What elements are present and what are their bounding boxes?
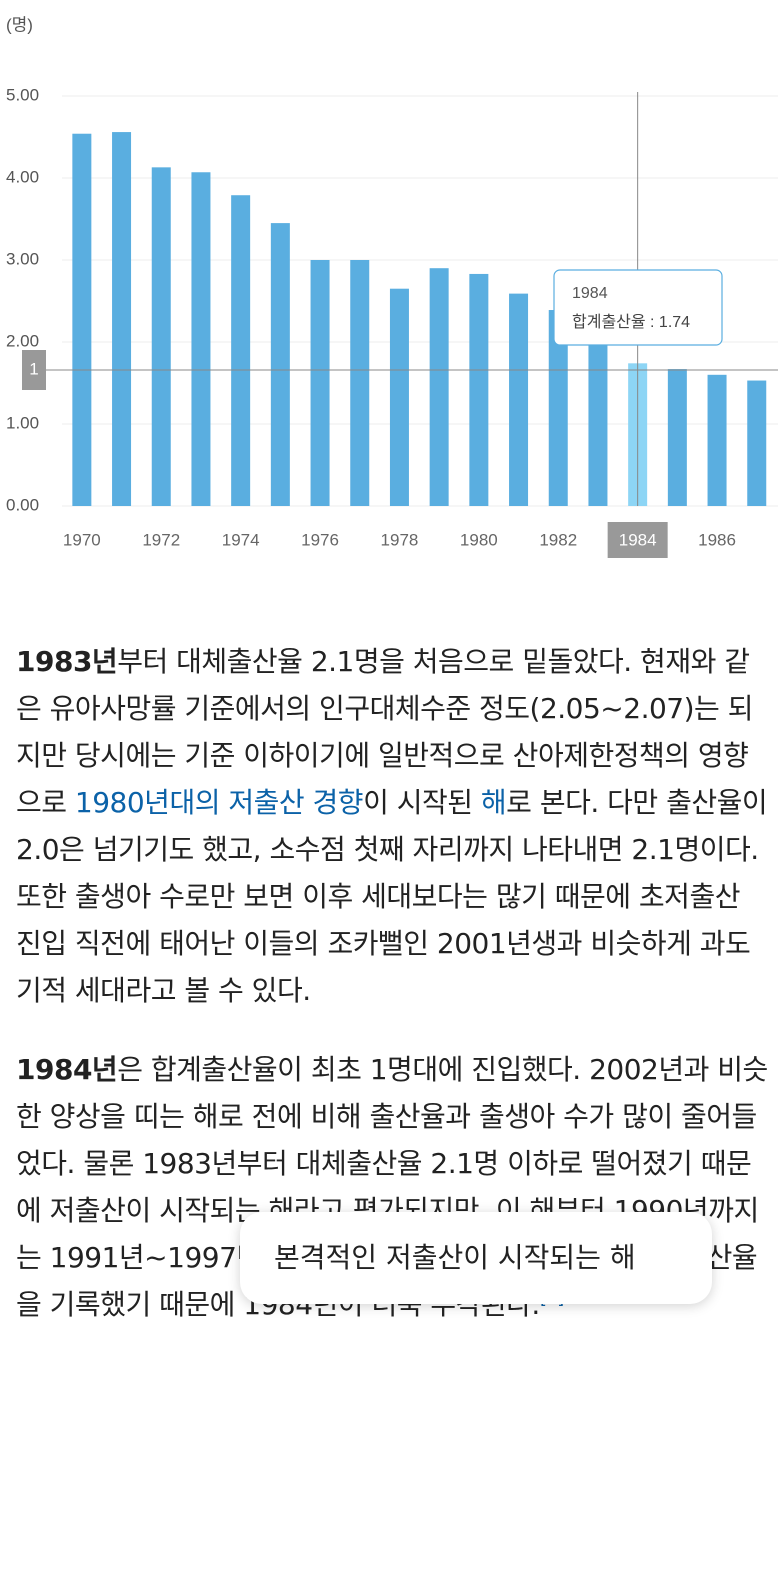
chart: (명) 0.00 1.00 2.00 3.00 4.00 5.00 1970 1972 1974…	[6, 15, 778, 558]
x-tick-label: 1972	[142, 530, 180, 549]
bar	[72, 133, 92, 506]
y-tick-label: 2.00	[6, 331, 39, 350]
bar	[270, 223, 290, 506]
bar	[707, 374, 727, 506]
paragraph: 1983년부터 대체출산율 2.1명을 처음으로 밑돌았다. 현재와 같은 유아…	[16, 638, 772, 1014]
crosshair-label: 1	[29, 359, 38, 378]
bar	[191, 172, 211, 506]
x-tick-label: 1970	[63, 530, 101, 549]
x-tick-label: 1976	[301, 530, 339, 549]
bar	[548, 310, 568, 506]
crosshair-label-box	[22, 350, 46, 390]
bar	[509, 293, 529, 506]
x-tick-label: 1982	[539, 530, 577, 549]
text-run: 이 시작된	[363, 786, 481, 819]
y-tick-label: 4.00	[6, 167, 39, 186]
link[interactable]: 1980년대의 저출산 경향	[74, 786, 364, 819]
bar	[389, 288, 409, 506]
bar	[429, 268, 449, 506]
bar	[310, 260, 330, 506]
bar	[747, 380, 767, 506]
tooltip-box	[553, 269, 723, 346]
bar	[350, 260, 370, 506]
text-run: 로 본다. 다만 출산율이 2.0은 넘기기도 했고, 소수점 첫째 자리까지 …	[16, 786, 768, 1007]
x-tick-label: 1980	[460, 530, 498, 549]
y-tick-label: 5.00	[6, 85, 39, 104]
y-tick-label: 0.00	[6, 495, 39, 514]
x-tick-label: 1974	[222, 530, 260, 549]
bar	[588, 337, 608, 506]
tooltip-title: 1984	[572, 285, 608, 302]
bar	[112, 132, 132, 506]
bar	[667, 369, 687, 506]
text-run: 1984년	[16, 1053, 118, 1086]
text-run: 부터 대체출산율 2.1명을 처음으로 밑돌았다. 현재와 같은 유아사망률 기…	[16, 645, 753, 819]
x-label-highlight	[607, 522, 668, 558]
tooltip-text: 합계출산율 : 1.74	[572, 313, 690, 331]
x-tick-label: 1978	[381, 530, 419, 549]
x-tick-label: 1984	[619, 530, 657, 549]
bar	[469, 273, 489, 506]
y-tick-label: 3.00	[6, 249, 39, 268]
link[interactable]: 해	[480, 786, 507, 819]
y-unit: (명)	[6, 15, 33, 34]
text-run: 1983년	[16, 645, 118, 678]
y-tick-label: 1.00	[6, 413, 39, 432]
bar	[151, 167, 171, 506]
bar	[231, 195, 251, 506]
popup[interactable]: 본격적인 저출산이 시작되는 해	[240, 1212, 712, 1304]
x-tick-label: 1986	[698, 530, 736, 549]
